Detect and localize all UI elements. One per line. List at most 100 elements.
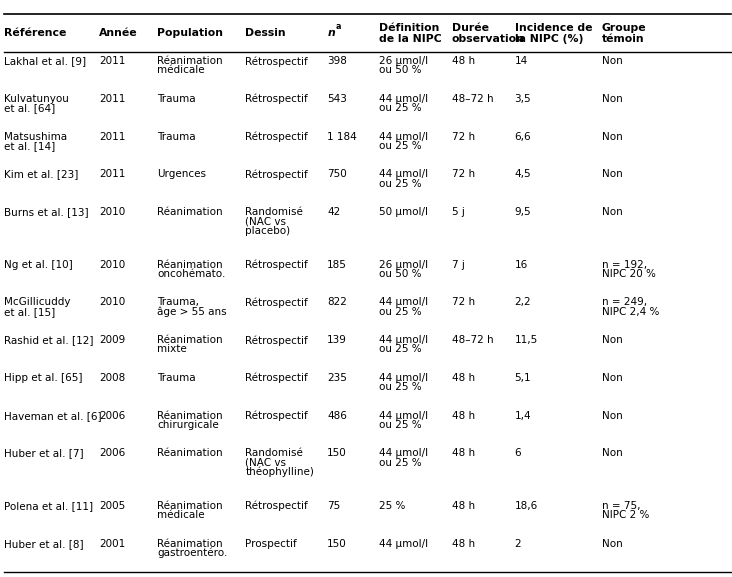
Text: 139: 139 <box>327 335 347 345</box>
Text: 44 μmol/l: 44 μmol/l <box>379 448 428 458</box>
Text: Rétrospectif: Rétrospectif <box>245 132 308 142</box>
Text: 48–72 h: 48–72 h <box>452 94 493 104</box>
Text: Ng et al. [10]: Ng et al. [10] <box>4 260 72 269</box>
Text: 2010: 2010 <box>99 260 125 269</box>
Text: et al. [15]: et al. [15] <box>4 307 55 317</box>
Text: la NIPC (%): la NIPC (%) <box>515 34 583 44</box>
Text: n: n <box>327 28 335 38</box>
Text: Groupe: Groupe <box>602 23 646 32</box>
Text: McGillicuddy: McGillicuddy <box>4 298 70 308</box>
Text: âge > 55 ans: âge > 55 ans <box>157 307 227 317</box>
Text: 48 h: 48 h <box>452 56 475 66</box>
Text: 2009: 2009 <box>99 335 125 345</box>
Text: 44 μmol/l: 44 μmol/l <box>379 335 428 345</box>
Text: 2006: 2006 <box>99 411 125 421</box>
Text: et al. [64]: et al. [64] <box>4 103 55 113</box>
Text: 44 μmol/l: 44 μmol/l <box>379 539 428 549</box>
Text: Non: Non <box>602 335 622 345</box>
Text: ou 25 %: ou 25 % <box>379 344 422 354</box>
Text: Hipp et al. [65]: Hipp et al. [65] <box>4 373 82 383</box>
Text: Rétrospectif: Rétrospectif <box>245 298 308 308</box>
Text: 48 h: 48 h <box>452 373 475 383</box>
Text: NIPC 20 %: NIPC 20 % <box>602 269 656 279</box>
Text: Rétrospectif: Rétrospectif <box>245 373 308 384</box>
Text: 150: 150 <box>327 539 347 549</box>
Text: Rétrospectif: Rétrospectif <box>245 56 308 67</box>
Text: Population: Population <box>157 28 223 38</box>
Text: 6: 6 <box>515 448 521 458</box>
Text: Burns et al. [13]: Burns et al. [13] <box>4 207 89 217</box>
Text: Huber et al. [7]: Huber et al. [7] <box>4 448 83 458</box>
Text: 48–72 h: 48–72 h <box>452 335 493 345</box>
Text: 48 h: 48 h <box>452 539 475 549</box>
Text: 2011: 2011 <box>99 56 125 66</box>
Text: Année: Année <box>99 28 138 38</box>
Text: Haveman et al. [6]: Haveman et al. [6] <box>4 411 101 421</box>
Text: témoin: témoin <box>602 34 644 44</box>
Text: Incidence de: Incidence de <box>515 23 592 32</box>
Text: Non: Non <box>602 132 622 142</box>
Text: 26 μmol/l: 26 μmol/l <box>379 56 428 66</box>
Text: 50 μmol/l: 50 μmol/l <box>379 207 428 217</box>
Text: 75: 75 <box>327 501 340 511</box>
Text: NIPC 2,4 %: NIPC 2,4 % <box>602 307 659 317</box>
Text: ou 25 %: ou 25 % <box>379 382 422 392</box>
Text: n = 249,: n = 249, <box>602 298 647 308</box>
Text: Dessin: Dessin <box>245 28 285 38</box>
Text: Référence: Référence <box>4 28 66 38</box>
Text: 14: 14 <box>515 56 528 66</box>
Text: Non: Non <box>602 207 622 217</box>
Text: Kim et al. [23]: Kim et al. [23] <box>4 170 78 179</box>
Text: 25 %: 25 % <box>379 501 406 511</box>
Text: Réanimation: Réanimation <box>157 501 223 511</box>
Text: ou 25 %: ou 25 % <box>379 420 422 430</box>
Text: ou 50 %: ou 50 % <box>379 65 422 76</box>
Text: 2,2: 2,2 <box>515 298 531 308</box>
Text: Non: Non <box>602 170 622 179</box>
Text: théophylline): théophylline) <box>245 467 314 477</box>
Text: chirurgicale: chirurgicale <box>157 420 219 430</box>
Text: Rétrospectif: Rétrospectif <box>245 170 308 180</box>
Text: observation: observation <box>452 34 525 44</box>
Text: 6,6: 6,6 <box>515 132 531 142</box>
Text: 150: 150 <box>327 448 347 458</box>
Text: Rashid et al. [12]: Rashid et al. [12] <box>4 335 93 345</box>
Text: 2011: 2011 <box>99 170 125 179</box>
Text: 48 h: 48 h <box>452 448 475 458</box>
Text: 1,4: 1,4 <box>515 411 531 421</box>
Text: oncohémato.: oncohémato. <box>157 269 225 279</box>
Text: 11,5: 11,5 <box>515 335 538 345</box>
Text: et al. [14]: et al. [14] <box>4 141 55 151</box>
Text: Lakhal et al. [9]: Lakhal et al. [9] <box>4 56 86 66</box>
Text: 26 μmol/l: 26 μmol/l <box>379 260 428 269</box>
Text: 5 j: 5 j <box>452 207 465 217</box>
Text: 2011: 2011 <box>99 132 125 142</box>
Text: 750: 750 <box>327 170 347 179</box>
Text: ou 25 %: ou 25 % <box>379 141 422 151</box>
Text: 2010: 2010 <box>99 298 125 308</box>
Text: Kulvatunyou: Kulvatunyou <box>4 94 69 104</box>
Text: Rétrospectif: Rétrospectif <box>245 335 308 346</box>
Text: n = 192,: n = 192, <box>602 260 647 269</box>
Text: 44 μmol/l: 44 μmol/l <box>379 411 428 421</box>
Text: 5,1: 5,1 <box>515 373 531 383</box>
Text: Trauma: Trauma <box>157 132 196 142</box>
Text: 72 h: 72 h <box>452 132 475 142</box>
Text: 16: 16 <box>515 260 528 269</box>
Text: (NAC vs: (NAC vs <box>245 216 286 226</box>
Text: 44 μmol/l: 44 μmol/l <box>379 94 428 104</box>
Text: Réanimation: Réanimation <box>157 56 223 66</box>
Text: 4,5: 4,5 <box>515 170 531 179</box>
Text: 2011: 2011 <box>99 94 125 104</box>
Text: Trauma: Trauma <box>157 94 196 104</box>
Text: Définition: Définition <box>379 23 439 32</box>
Text: (NAC vs: (NAC vs <box>245 458 286 467</box>
Text: Non: Non <box>602 539 622 549</box>
Text: 44 μmol/l: 44 μmol/l <box>379 132 428 142</box>
Text: Non: Non <box>602 94 622 104</box>
Text: Réanimation: Réanimation <box>157 539 223 549</box>
Text: Randomisé: Randomisé <box>245 207 303 217</box>
Text: 398: 398 <box>327 56 347 66</box>
Text: Durée: Durée <box>452 23 489 32</box>
Text: Non: Non <box>602 373 622 383</box>
